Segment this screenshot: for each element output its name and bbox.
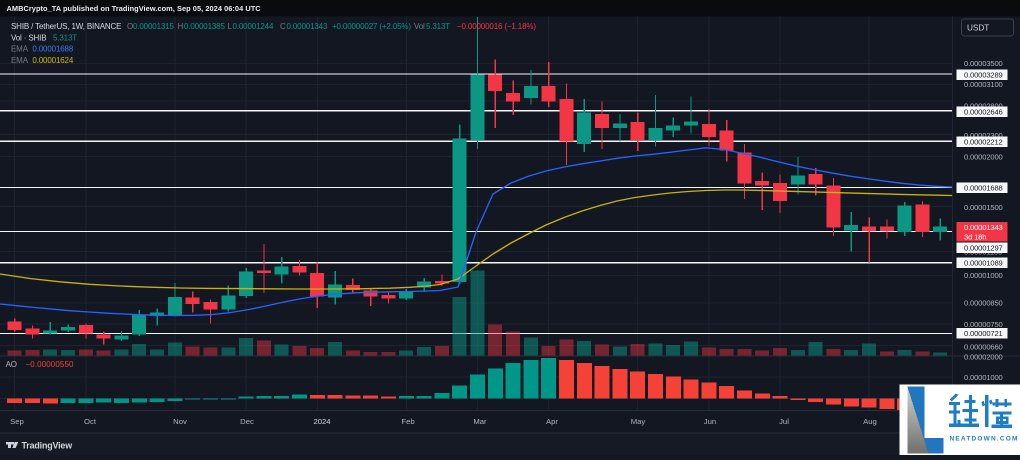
svg-text:AO: AO xyxy=(6,360,17,369)
svg-text:Nov: Nov xyxy=(173,417,187,426)
svg-text:Vol · SHIB: Vol · SHIB xyxy=(11,34,46,43)
svg-text:5.313T: 5.313T xyxy=(426,22,450,31)
svg-text:Apr: Apr xyxy=(546,417,558,426)
svg-text:0.00003289: 0.00003289 xyxy=(964,71,1003,80)
svg-text:0.00000750: 0.00000750 xyxy=(964,320,1003,329)
svg-text:NEATDOWN.COM: NEATDOWN.COM xyxy=(950,436,1019,443)
svg-text:0.00000850: 0.00000850 xyxy=(964,299,1003,308)
svg-text:0.00001343: 0.00001343 xyxy=(964,223,1003,232)
svg-text:0.00002000: 0.00002000 xyxy=(964,353,1003,362)
svg-text:0.00001000: 0.00001000 xyxy=(964,373,1003,382)
svg-text:0.00001688: 0.00001688 xyxy=(964,183,1003,192)
svg-text:Jul: Jul xyxy=(779,417,789,426)
svg-text:0.00003500: 0.00003500 xyxy=(964,59,1003,68)
svg-text:0.00001624: 0.00001624 xyxy=(32,56,73,65)
svg-text:O: O xyxy=(127,22,133,31)
svg-text:0.00002300: 0.00002300 xyxy=(964,131,1003,140)
svg-text:Feb: Feb xyxy=(401,417,414,426)
svg-text:May: May xyxy=(631,417,646,426)
svg-text:0.00001385: 0.00001385 xyxy=(184,22,225,31)
svg-text:Vol: Vol xyxy=(414,22,425,31)
svg-text:0.00002212: 0.00002212 xyxy=(964,138,1003,147)
svg-text:EMA: EMA xyxy=(11,56,29,65)
svg-text:−0.00000550: −0.00000550 xyxy=(26,360,74,369)
svg-text:Mar: Mar xyxy=(473,417,487,426)
svg-text:EMA: EMA xyxy=(11,45,29,54)
svg-text:−0.00000016 (−1.18%): −0.00000016 (−1.18%) xyxy=(457,22,536,31)
svg-text:L: L xyxy=(228,22,233,31)
svg-text:Jun: Jun xyxy=(704,417,716,426)
svg-text:+0.00000027 (+2.05%): +0.00000027 (+2.05%) xyxy=(332,22,411,31)
svg-text:0.00001000: 0.00001000 xyxy=(964,271,1003,280)
svg-text:TradingView: TradingView xyxy=(22,441,73,451)
svg-text:Sep: Sep xyxy=(10,417,24,426)
svg-text:Oct: Oct xyxy=(84,417,97,426)
svg-text:0.00000721: 0.00000721 xyxy=(964,329,1003,338)
svg-text:0.00003100: 0.00003100 xyxy=(964,80,1003,89)
svg-text:AMBCrypto_TA published on Trad: AMBCrypto_TA published on TradingView.co… xyxy=(7,4,262,13)
svg-text:0.00000660: 0.00000660 xyxy=(964,343,1003,352)
svg-text:0.00001315: 0.00001315 xyxy=(133,22,174,31)
svg-text:0.00001297: 0.00001297 xyxy=(964,243,1003,252)
svg-text:SHIB / TetherUS, 1W, BINANCE: SHIB / TetherUS, 1W, BINANCE xyxy=(11,22,121,31)
svg-text:0.00001500: 0.00001500 xyxy=(964,203,1003,212)
svg-text:0.00002000: 0.00002000 xyxy=(964,152,1003,161)
svg-text:Aug: Aug xyxy=(863,417,877,426)
svg-text:0.00002646: 0.00002646 xyxy=(964,108,1003,117)
svg-text:0.00001688: 0.00001688 xyxy=(32,45,73,54)
svg-text:0.00001089: 0.00001089 xyxy=(964,259,1003,268)
svg-text:0.00001244: 0.00001244 xyxy=(233,22,274,31)
svg-text:5.313T: 5.313T xyxy=(53,34,77,43)
svg-text:USDT: USDT xyxy=(967,23,989,32)
svg-text:H: H xyxy=(178,22,184,31)
svg-text:0.00001343: 0.00001343 xyxy=(287,22,328,31)
svg-text:3d 18h: 3d 18h xyxy=(964,232,986,241)
svg-text:0.00002800: 0.00002800 xyxy=(964,102,1003,111)
svg-text:Dec: Dec xyxy=(240,417,254,426)
svg-text:C: C xyxy=(280,22,286,31)
svg-text:2024: 2024 xyxy=(313,417,331,426)
